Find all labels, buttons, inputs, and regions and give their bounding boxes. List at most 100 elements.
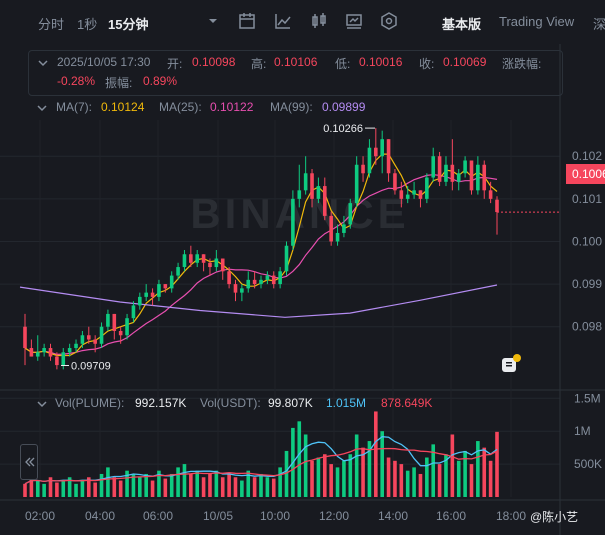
candle-body bbox=[335, 232, 340, 242]
price-tick-label: 0.100 bbox=[572, 234, 602, 248]
amplitude-label: 振幅: bbox=[105, 76, 133, 90]
ma99-value: 0.09899 bbox=[322, 100, 366, 114]
document-icon bbox=[502, 354, 521, 372]
volume-bar bbox=[220, 477, 225, 497]
volume-bar bbox=[303, 434, 308, 497]
candle-body bbox=[112, 313, 117, 331]
volume-bar bbox=[456, 460, 461, 497]
volume-bar bbox=[259, 473, 263, 497]
candle-body bbox=[144, 292, 148, 297]
amplitude-value: 0.89% bbox=[143, 74, 178, 88]
volume-bar bbox=[106, 467, 110, 497]
volume-bar bbox=[342, 460, 346, 497]
volume-bar bbox=[144, 473, 148, 497]
volume-bar bbox=[201, 477, 206, 497]
time-tick-label: 14:00 bbox=[378, 509, 408, 523]
candle-body bbox=[169, 275, 174, 289]
tab-15m[interactable]: 15分钟 bbox=[108, 17, 149, 32]
volume-bar bbox=[55, 482, 59, 497]
vol-collapse-icon[interactable] bbox=[36, 398, 48, 410]
tab-1s[interactable]: 1秒 bbox=[77, 17, 98, 32]
candle-body bbox=[157, 284, 161, 297]
volume-bar bbox=[348, 454, 353, 497]
volume-bar bbox=[80, 480, 85, 497]
candle-body bbox=[74, 343, 78, 349]
volume-tick-label: 1.5M bbox=[574, 391, 601, 405]
volume-bar bbox=[482, 447, 487, 497]
settings-icon[interactable] bbox=[380, 12, 398, 30]
candle-body bbox=[220, 258, 225, 272]
candle-body bbox=[425, 177, 429, 199]
candle-body bbox=[233, 284, 238, 293]
volume-bar bbox=[157, 470, 161, 497]
candle-body bbox=[176, 267, 180, 276]
indicator-icon[interactable] bbox=[345, 12, 363, 30]
candle-body bbox=[265, 275, 270, 280]
volume-bar bbox=[227, 473, 231, 497]
price-tick-label: 0.099 bbox=[572, 277, 602, 291]
volume-bar bbox=[361, 447, 365, 497]
watermark: @陈小艺 bbox=[530, 510, 579, 524]
candle-body bbox=[138, 296, 142, 306]
candle-body bbox=[316, 186, 321, 199]
volume-bar bbox=[208, 473, 212, 497]
volume-ma-line bbox=[24, 436, 498, 485]
candle-body bbox=[99, 326, 104, 344]
ma25-label: MA(25): bbox=[159, 100, 202, 114]
candle-body bbox=[271, 275, 276, 285]
candle-body bbox=[23, 326, 27, 349]
candle-body bbox=[240, 288, 244, 293]
volume-bar bbox=[189, 473, 193, 497]
volume-bar bbox=[252, 477, 257, 497]
candle-body bbox=[93, 339, 97, 344]
volume-bar bbox=[163, 478, 168, 497]
candle-body bbox=[367, 147, 372, 174]
view-depth-button[interactable]: 深 bbox=[593, 17, 605, 32]
volume-bar bbox=[176, 467, 180, 497]
candle-body bbox=[29, 348, 34, 357]
volume-bar bbox=[42, 483, 46, 497]
candle-body bbox=[495, 199, 499, 213]
calendar-icon[interactable] bbox=[238, 12, 256, 30]
chevron-down-icon[interactable] bbox=[204, 12, 222, 30]
ma-collapse-icon[interactable] bbox=[36, 102, 48, 114]
view-basic-button[interactable]: 基本版 bbox=[442, 17, 482, 32]
candle-body bbox=[86, 335, 91, 340]
candle-body bbox=[354, 164, 359, 204]
candle-body bbox=[125, 318, 129, 336]
volume-bar bbox=[297, 421, 302, 497]
volume-tick-label: 500K bbox=[574, 457, 602, 471]
view-tradingview-button[interactable]: Trading View bbox=[499, 14, 575, 29]
volume-bar bbox=[380, 431, 384, 497]
volume-bar bbox=[495, 431, 499, 497]
scroll-left-button[interactable] bbox=[20, 444, 38, 480]
volume-bar bbox=[393, 460, 397, 497]
collapse-chevron-icon[interactable] bbox=[37, 57, 49, 69]
time-tick-label: 18:00 bbox=[496, 509, 526, 523]
volume-bar bbox=[23, 483, 27, 497]
high-marker-label: 0.10266 bbox=[323, 123, 363, 135]
volume-bar bbox=[367, 441, 372, 497]
candle-body bbox=[61, 352, 66, 366]
volume-bar bbox=[329, 464, 333, 497]
price-tick-label: 0.102 bbox=[572, 149, 602, 163]
notification-badge[interactable] bbox=[500, 354, 521, 374]
candle-body bbox=[310, 173, 314, 199]
volume-bar bbox=[386, 457, 391, 497]
time-tick-label: 12:00 bbox=[319, 509, 349, 523]
volume-bar bbox=[240, 480, 244, 497]
toolbar: 分时 1秒 15分钟 基本版 Trading View 深 bbox=[0, 0, 605, 44]
line-chart-icon[interactable] bbox=[274, 12, 292, 30]
candle-icon[interactable] bbox=[310, 12, 328, 30]
volume-bar bbox=[265, 477, 270, 497]
current-price-tag: 0.1006 bbox=[566, 164, 605, 184]
volume-bar bbox=[195, 470, 200, 497]
candle-body bbox=[106, 313, 110, 327]
ma25-line bbox=[24, 174, 498, 356]
volume-bar bbox=[469, 464, 474, 497]
tab-time-share[interactable]: 分时 bbox=[38, 17, 65, 32]
volume-bar bbox=[463, 450, 467, 497]
volume-bar bbox=[418, 473, 423, 497]
candle-body bbox=[131, 305, 136, 319]
